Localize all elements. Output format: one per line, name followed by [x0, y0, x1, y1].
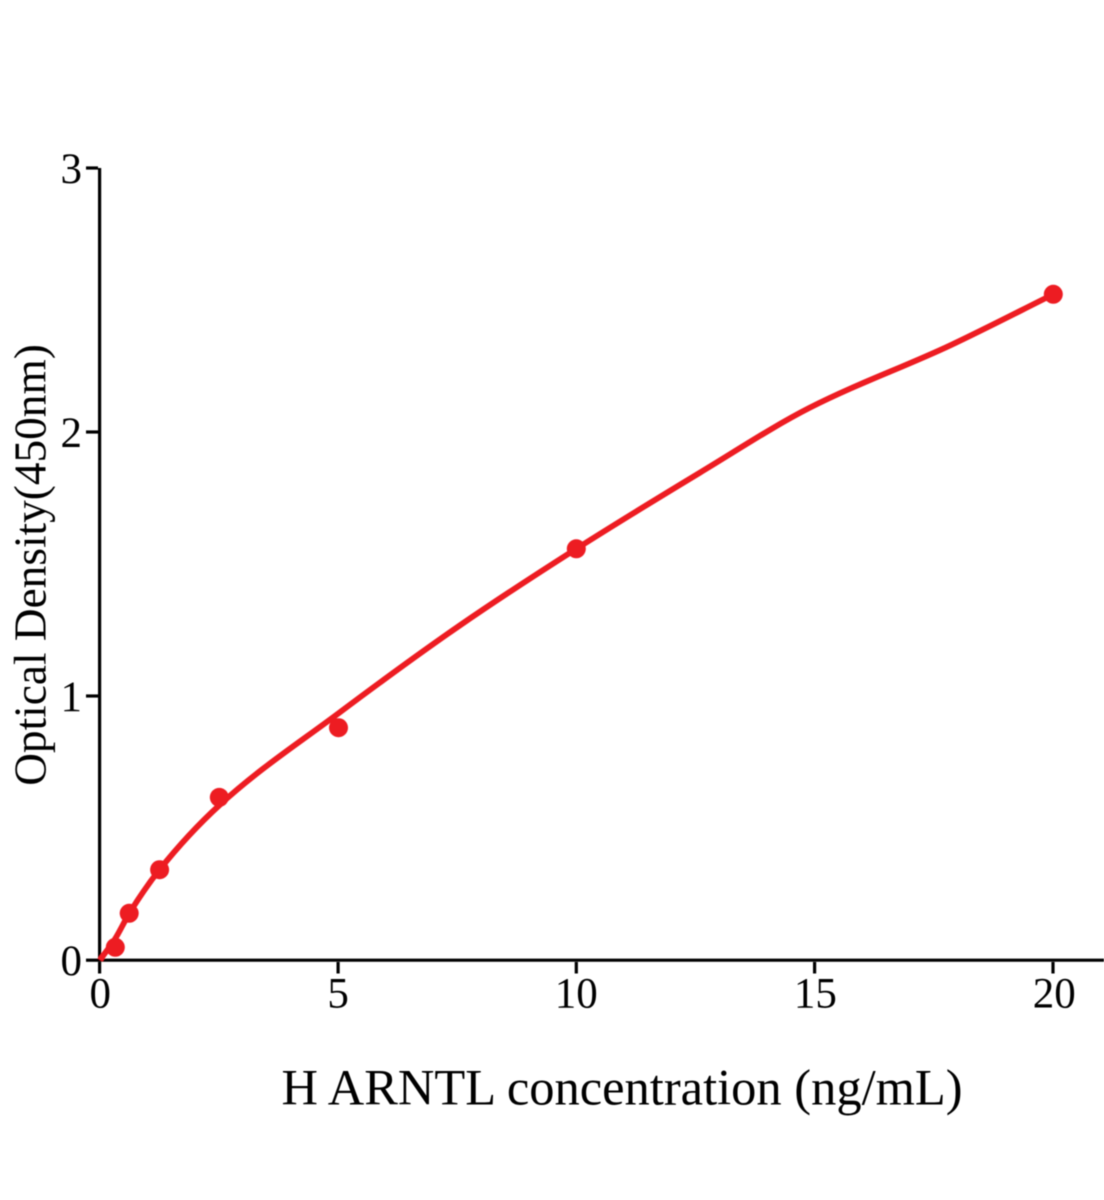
svg-text:5: 5 — [327, 971, 349, 1018]
svg-text:H ARNTL concentration (ng/mL): H ARNTL concentration (ng/mL) — [281, 1060, 962, 1116]
svg-text:1: 1 — [61, 674, 83, 721]
svg-text:2: 2 — [61, 410, 83, 457]
svg-text:20: 20 — [1033, 971, 1076, 1018]
svg-text:10: 10 — [555, 971, 598, 1018]
svg-text:0: 0 — [61, 938, 83, 985]
svg-text:Optical Density(450nm): Optical Density(450nm) — [6, 344, 56, 786]
svg-text:15: 15 — [794, 971, 837, 1018]
svg-text:0: 0 — [89, 971, 111, 1018]
svg-text:3: 3 — [61, 146, 83, 193]
